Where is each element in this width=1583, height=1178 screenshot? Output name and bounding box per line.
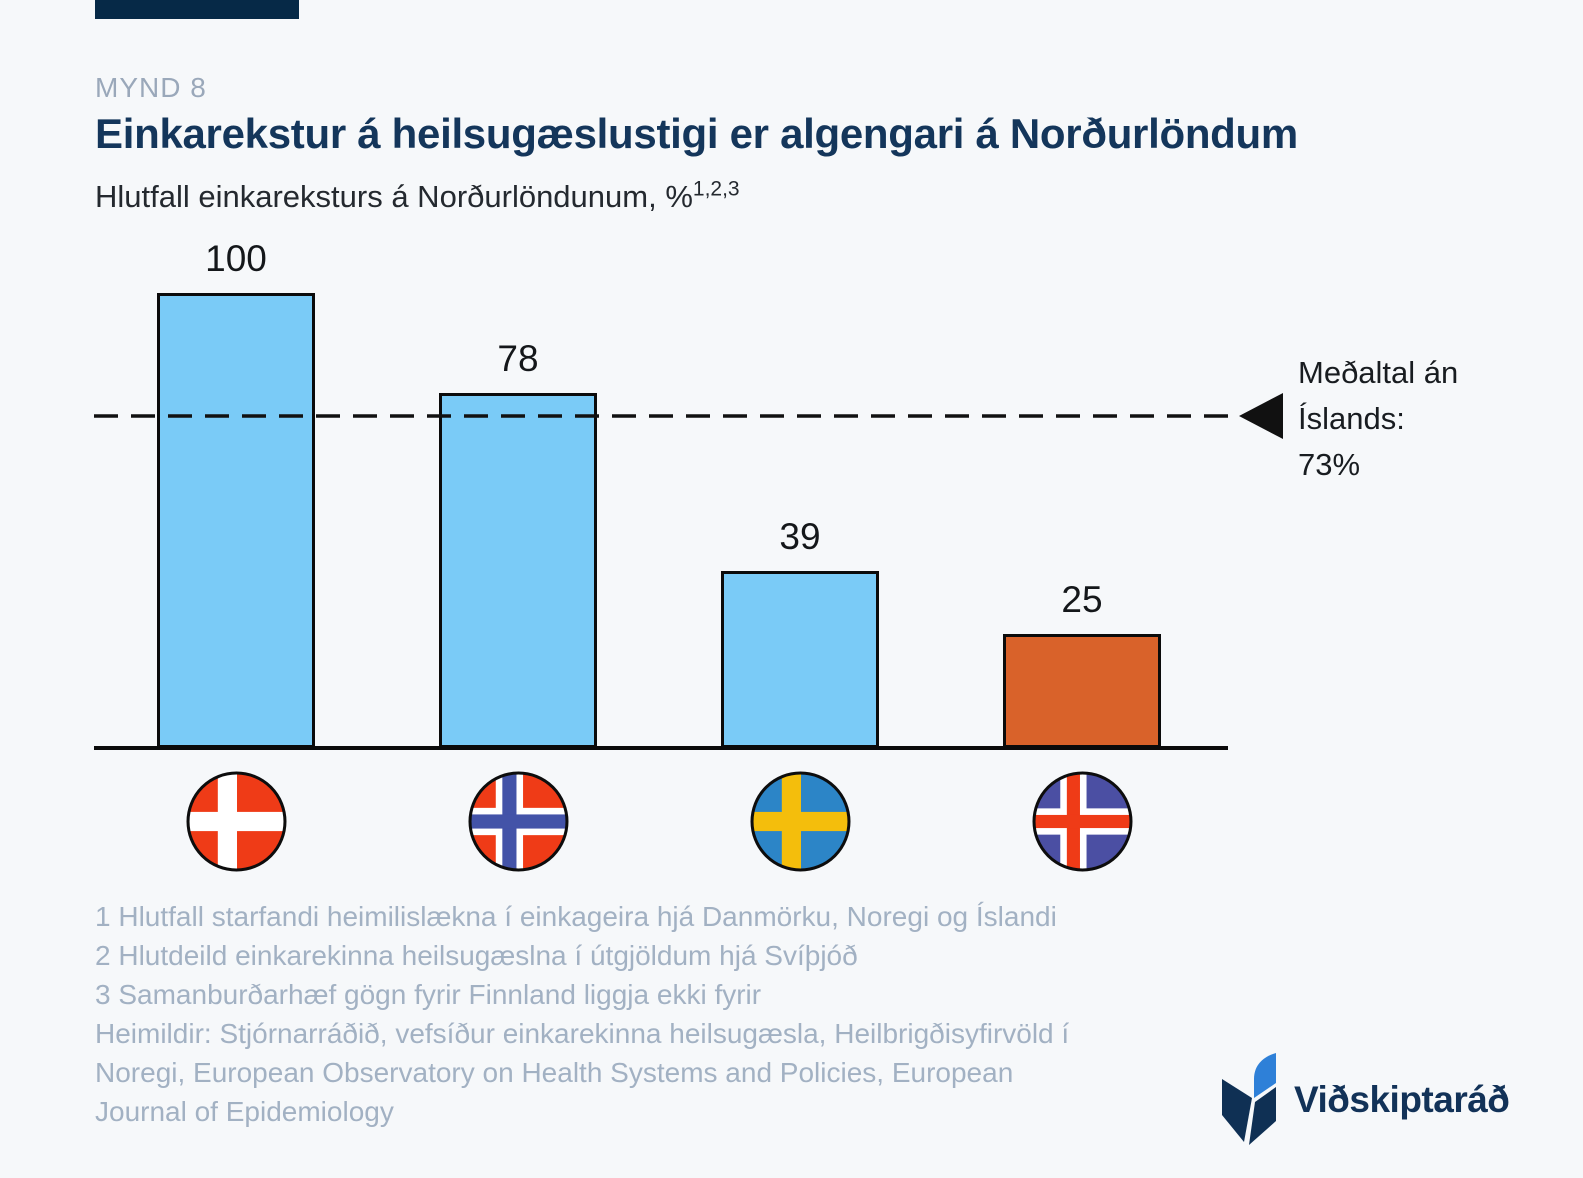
subtitle-text: Hlutfall einkareksturs á Norðurlöndunum,…	[95, 179, 693, 214]
x-axis-line	[94, 746, 1228, 750]
bar-sweden	[721, 571, 879, 748]
reference-line-label: Meðaltal án Íslands: 73%	[1298, 350, 1578, 488]
flag-iceland-icon	[1032, 771, 1133, 872]
bar-value-label: 78	[497, 338, 539, 379]
footnote-markers: 1,2,3	[692, 177, 740, 201]
vidskiptarad-logo-icon	[1222, 1053, 1276, 1145]
sources-line-3: Journal of Epidemiology	[95, 1096, 394, 1127]
flag-sweden-icon	[750, 771, 851, 872]
footnote-line-3: 3 Samanburðarhæf gögn fyrir Finnland lig…	[95, 979, 762, 1010]
reference-label-line: Meðaltal án	[1298, 355, 1459, 390]
figure-title: Einkarekstur á heilsugæslustigi er algen…	[95, 110, 1298, 157]
arrow-left-icon	[1239, 393, 1283, 439]
bar-denmark	[157, 293, 315, 748]
bar-norway	[439, 393, 597, 748]
flag-denmark-icon	[186, 771, 287, 872]
footnote-line-2: 2 Hlutdeild einkarekinna heilsugæslna í …	[95, 940, 858, 971]
bar-value-label: 39	[779, 516, 821, 557]
footnote-line-1: 1 Hlutfall starfandi heimilislækna í ein…	[95, 901, 1057, 932]
sources-line-1: Heimildir: Stjórnarráðið, vefsíður einka…	[95, 1018, 1070, 1049]
reference-label-line: 73%	[1298, 447, 1361, 482]
bar-iceland	[1003, 634, 1161, 748]
footnotes: 1 Hlutfall starfandi heimilislækna í ein…	[95, 897, 1205, 1131]
bar-value-label: 100	[205, 238, 267, 279]
logo-text: Viðskiptaráð	[1294, 1079, 1510, 1120]
reference-label-line: Íslands:	[1298, 401, 1405, 436]
flag-norway-icon	[468, 771, 569, 872]
sources-line-2: Noregi, European Observatory on Health S…	[95, 1057, 1014, 1088]
figure-subtitle: Hlutfall einkareksturs á Norðurlöndunum,…	[95, 179, 740, 215]
brand-accent-bar	[95, 0, 299, 19]
logo: Viðskiptaráð	[1220, 1051, 1510, 1149]
bar-value-label: 25	[1061, 579, 1103, 620]
figure-number: MYND 8	[95, 72, 207, 103]
